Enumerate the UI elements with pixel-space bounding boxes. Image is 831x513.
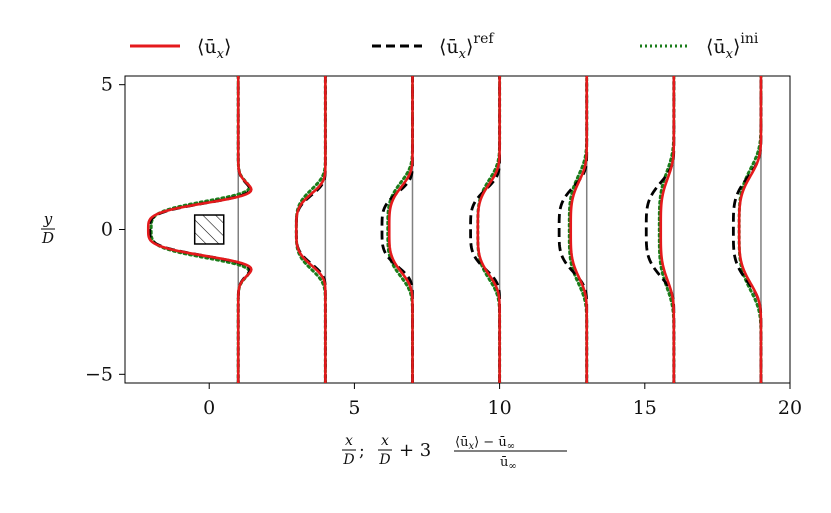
y-axis-label: y D (41, 210, 55, 247)
x-label-x2: x (381, 433, 389, 449)
legend-label-ini: ⟨ūx⟩ini (706, 31, 759, 62)
x-tick-label: 5 (348, 397, 360, 419)
x-tick-label: 0 (203, 397, 215, 419)
x-label-d1: D (342, 452, 354, 468)
legend-label-mean: ⟨ūx⟩ (197, 36, 231, 62)
profile-ini-x4 (294, 76, 327, 383)
y-label-denominator: D (41, 229, 54, 247)
annotations (193, 214, 225, 245)
profile-ref-x19 (731, 76, 763, 383)
profile-ref-x13 (557, 76, 589, 383)
profile-ini-x7 (386, 76, 414, 383)
x-label-coef: + 3 (399, 440, 431, 461)
profile-mean-x1 (146, 76, 253, 383)
profile-mean-x19 (737, 76, 763, 383)
cylinder-square (193, 214, 225, 245)
y-tick-label: 5 (101, 74, 113, 96)
profile-ini-x10 (476, 76, 502, 383)
profile-ini-x19 (737, 76, 763, 383)
profile-ref-x10 (469, 76, 502, 383)
legend-label-ref: ⟨ūx⟩ref (439, 31, 495, 62)
x-tick-label: 20 (778, 397, 802, 419)
x-label-numerator: ⟨ūx⟩ − ū∞ (455, 435, 515, 452)
profile-mean-x13 (569, 76, 589, 383)
profile-ref-x4 (294, 76, 327, 383)
y-label-numerator: y (43, 210, 53, 228)
profile-curves (146, 76, 763, 383)
x-tick-label: 10 (488, 397, 512, 419)
profile-mean-x10 (476, 76, 501, 383)
x-label-denominator: ū∞ (500, 455, 517, 472)
profile-mean-x16 (659, 76, 676, 383)
x-axis-label: x D ; x D + 3 ⟨ūx⟩ − ū∞ ū∞ (342, 433, 567, 472)
profile-mean-x4 (295, 76, 327, 383)
y-tick-label: 0 (101, 219, 113, 241)
x-label-sep: ; (359, 441, 365, 461)
plot-frame (124, 75, 791, 384)
legend: ⟨ūx⟩ ⟨ūx⟩ref ⟨ūx⟩ini (130, 31, 759, 62)
x-label-d2: D (378, 452, 390, 468)
axis-ticks: 0 5 10 15 20 −5 0 5 (85, 74, 802, 419)
profile-mean-x7 (387, 76, 414, 383)
y-tick-label: −5 (85, 363, 113, 385)
x-label-x1: x (345, 433, 353, 449)
x-tick-label: 15 (633, 397, 657, 419)
